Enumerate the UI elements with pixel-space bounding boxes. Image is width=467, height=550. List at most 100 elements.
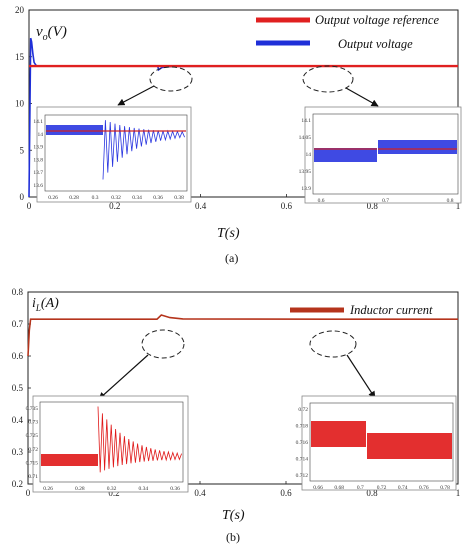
x-label-a: T(s) (217, 226, 240, 241)
inset-y-tick-label: 13.9 (33, 145, 43, 151)
series-b (27, 314, 458, 357)
inset-y-tick-label: 0.71 (28, 474, 38, 480)
y-tick-label: 0.3 (12, 447, 24, 457)
inset-x-tick-label: 0.34 (132, 195, 142, 201)
zoom-ellipse-a2 (302, 65, 354, 93)
ripple-band (378, 140, 457, 154)
zoom-arrow-b2 (346, 354, 376, 399)
ripple-band (41, 454, 98, 466)
y-ticks-b: 0.2 0.3 0.4 0.5 0.6 0.7 0.8 (12, 287, 31, 489)
zoom-arrow-a1 (117, 85, 155, 106)
inset-x-tick-label: 0.28 (69, 195, 79, 201)
x-label-b: T(s) (222, 508, 245, 523)
x-tick-label: 1 (456, 488, 461, 498)
inset-y-tick-label: 13.8 (33, 157, 43, 163)
inset-x-tick-label: 0.26 (43, 486, 53, 492)
inset-y-tick-label: 13.6 (33, 183, 43, 189)
inset-b1-ticks: 0.26 0.28 0.32 0.34 0.36 0.735 0.73 0.725 0.72 0.… (26, 406, 180, 492)
inset-y-tick-label: 14.1 (301, 118, 311, 124)
inset-y-tick-label: 0.72 (28, 447, 38, 453)
x-tick-label: 0.2 (108, 488, 119, 498)
inset-a2-trace (314, 140, 457, 162)
y-tick-label: 5 (20, 145, 25, 155)
x-tick-label: 0.4 (195, 201, 207, 211)
x-tick-label: 1 (456, 201, 461, 211)
panel-b: 0.20.30.40.50.60.70.8 0 0.2 0.4 0.6 0.8 1 iL(… (12, 287, 461, 544)
inset-b2-ticks: 0.66 0.68 0.7 0.72 0.74 0.76 0.78 0.72 0.718 0.71… (296, 407, 450, 491)
x-tick-label: 0.6 (280, 488, 292, 498)
ringing-trace (102, 120, 185, 180)
inset-x-tick-label: 0.26 (48, 195, 58, 201)
y-tick-label: 0.2 (12, 479, 23, 489)
inset-y-tick-label: 14.1 (33, 119, 43, 125)
inset-y-tick-label: 14 (306, 152, 312, 158)
inset-x-tick-label: 0.32 (111, 195, 121, 201)
inset-y-tick-label: 0.714 (296, 457, 309, 463)
panel-caption-a: (a) (225, 251, 238, 265)
legend-label-inductor: Inductor current (349, 303, 433, 317)
x-tick-label: 0.8 (366, 488, 378, 498)
inset-y-tick-label: 0.72 (298, 407, 308, 413)
inset-a2-ticks: 0.6 0.7 0.8 14.1 14.05 14 13.95 13.9 (299, 118, 454, 204)
legend-label-output: Output voltage (338, 37, 413, 51)
inset-y-tick-label: 13.7 (33, 170, 43, 176)
zoom-arrow-a2 (345, 87, 379, 107)
zoom-arrow-b1 (98, 354, 149, 400)
x-tick-label: 0 (26, 488, 31, 498)
inset-x-tick-label: 0.34 (138, 486, 148, 492)
y-tick-label: 0.6 (12, 351, 24, 361)
inset-x-tick-label: 0.38 (174, 195, 184, 201)
inset-x-tick-label: 0.78 (440, 485, 450, 491)
y-tick-label: 0.7 (12, 319, 24, 329)
ripple-band (367, 433, 452, 459)
inset-b1: 0.26 0.28 0.32 0.34 0.36 0.735 0.73 0.725 0.72 0.… (26, 395, 189, 493)
inset-y-tick-label: 13.95 (299, 169, 312, 175)
inset-x-tick-label: 0.32 (107, 486, 117, 492)
legend-b: Inductor current (290, 303, 433, 317)
legend-a: Output voltage reference Output voltage (256, 13, 439, 51)
inset-x-tick-label: 0.36 (170, 486, 180, 492)
y-label-a: vo(V) (36, 24, 67, 43)
y-label-b: iL(A) (32, 296, 59, 313)
inset-y-tick-label: 0.735 (26, 406, 39, 412)
inset-y-tick-label: 0.718 (296, 424, 309, 430)
inset-x-tick-label: 0.72 (377, 485, 387, 491)
x-tick-label: 0.8 (367, 201, 379, 211)
ripple-band (314, 148, 377, 162)
y-tick-label: 0.5 (12, 383, 24, 393)
y-tick-label: 0.4 (12, 415, 24, 425)
inset-b1-trace (41, 406, 182, 473)
inset-x-tick-label: 0.36 (153, 195, 163, 201)
x-tick-label: 0.2 (109, 201, 120, 211)
inset-x-tick-label: 0.8 (447, 198, 454, 204)
inset-x-tick-label: 0.3 (92, 195, 99, 201)
zoom-ellipse-b1 (141, 329, 185, 359)
inset-x-tick-label: 0.7 (382, 198, 389, 204)
inset-y-tick-label: 0.725 (26, 433, 39, 439)
x-tick-label: 0.6 (281, 201, 293, 211)
inset-a2: 0.6 0.7 0.8 14.1 14.05 14 13.95 13.9 (299, 106, 462, 204)
y-tick-label: 15 (15, 52, 25, 62)
inset-x-tick-label: 0.7 (357, 485, 364, 491)
zoom-ellipse-b2 (309, 330, 357, 358)
inset-y-tick-label: 13.9 (301, 186, 311, 192)
x-ticks-b: 0 0.2 0.4 0.6 0.8 1 (26, 481, 461, 498)
inset-y-tick-label: 0.712 (296, 473, 309, 479)
x-tick-label: 0.4 (194, 488, 206, 498)
ripple-band (311, 421, 366, 447)
inset-a1: 0.26 0.28 0.3 0.32 0.34 0.36 0.38 14.1 14 13.9 13.… (33, 106, 192, 203)
y-tick-label: 0 (20, 192, 25, 202)
x-tick-label: 0 (27, 201, 32, 211)
series-line-inductor-current (27, 314, 458, 357)
panel-caption-b: (b) (226, 530, 240, 544)
y-tick-label: 0.8 (12, 287, 24, 297)
inset-y-tick-label: 0.73 (28, 420, 38, 426)
inset-x-tick-label: 0.66 (313, 485, 323, 491)
inset-b2-trace (311, 421, 452, 459)
inset-y-tick-label: 14 (38, 132, 44, 138)
legend-label-reference: Output voltage reference (315, 13, 439, 27)
ringing-trace (97, 406, 182, 473)
inset-y-tick-label: 0.716 (296, 440, 309, 446)
